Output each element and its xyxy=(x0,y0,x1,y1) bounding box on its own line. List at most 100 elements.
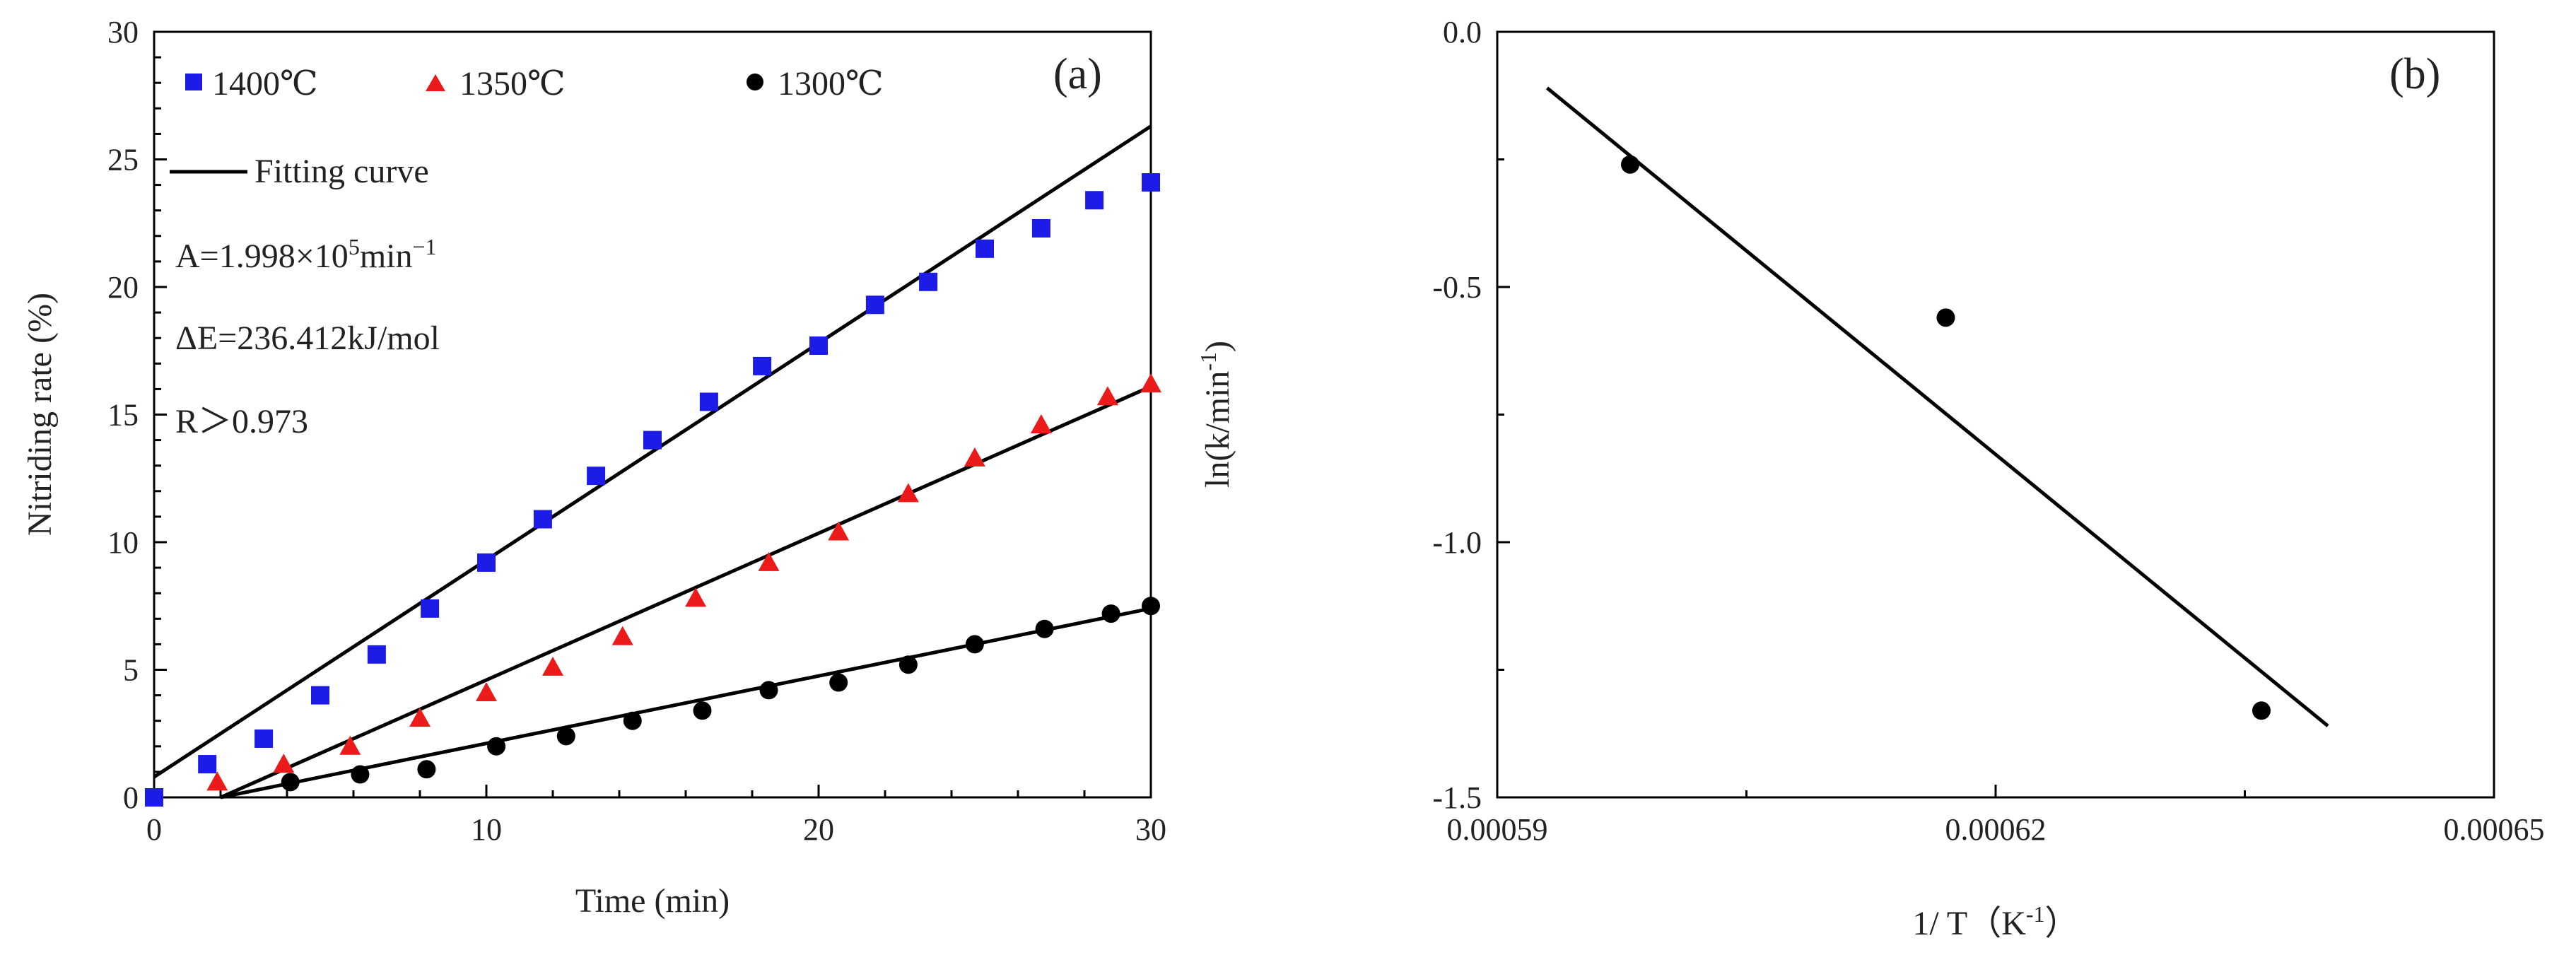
panel-b-data-points xyxy=(1621,155,2271,720)
legend-label-fitting-curve: Fitting curve xyxy=(254,153,429,190)
x-tick-label: 10 xyxy=(471,812,502,847)
panel-b-y-axis-title: ln(k/min-1) xyxy=(1195,341,1236,488)
fit-line xyxy=(219,385,1152,799)
legend-label-1300: 1300℃ xyxy=(778,65,884,102)
data-point-1350 xyxy=(828,521,850,541)
data-point-1400 xyxy=(1142,172,1160,192)
data-point-1350 xyxy=(1096,386,1118,406)
data-point-1350 xyxy=(611,626,633,645)
data-point xyxy=(1936,308,1955,327)
legend-marker-1350 xyxy=(426,74,445,91)
data-point-1300 xyxy=(965,635,984,654)
y-tick-label: 20 xyxy=(107,270,139,305)
fit-line xyxy=(1545,86,2329,727)
y-tick-label: 0 xyxy=(123,780,139,815)
data-point-1300 xyxy=(829,673,848,692)
data-point-1350 xyxy=(964,447,985,467)
data-point-1400 xyxy=(367,645,386,664)
data-point-1350 xyxy=(897,483,919,503)
legend-label-1400: 1400℃ xyxy=(212,65,318,102)
annotation-correlation: R＞0.973 xyxy=(175,403,308,440)
y-tick-label: 5 xyxy=(123,653,139,688)
legend-marker-1300 xyxy=(747,74,763,90)
data-point-1400 xyxy=(587,467,606,486)
panel-b-arrhenius-chart: 0.00059 0.00062 0.00065 -1.5 -1.0 -0.5 0.0 (b)… xyxy=(1195,15,2545,942)
data-point-1400 xyxy=(976,239,994,258)
data-point-1400 xyxy=(753,356,772,375)
data-point-1350 xyxy=(542,656,563,676)
data-point-1300 xyxy=(759,681,778,700)
panel-a-legend: 1400℃ 1350℃ 1300℃ Fitting curve xyxy=(170,65,884,190)
data-point-1400 xyxy=(421,599,440,618)
data-point-1350 xyxy=(1140,373,1161,393)
y-tick-label: -0.5 xyxy=(1432,270,1482,305)
data-point-1400 xyxy=(477,553,496,572)
panel-b-ticks: 0.00059 0.00062 0.00065 -1.5 -1.0 -0.5 0.0 xyxy=(1432,15,2544,847)
data-point-1400 xyxy=(1085,191,1104,210)
data-point-1400 xyxy=(311,686,329,705)
data-point-1400 xyxy=(809,336,828,356)
y-tick-label: 30 xyxy=(107,15,139,49)
annotation-activation-energy: ΔE=236.412kJ/mol xyxy=(175,320,440,357)
x-tick-label: 20 xyxy=(803,812,834,847)
data-point-1350 xyxy=(758,551,780,571)
data-point-1400 xyxy=(254,729,274,748)
data-point-1400 xyxy=(919,272,938,291)
data-point-1350 xyxy=(339,735,361,755)
data-point-1300 xyxy=(1101,604,1120,623)
y-tick-label: -1.5 xyxy=(1432,780,1482,815)
data-point-1400 xyxy=(533,510,552,529)
x-tick-label: 0.00065 xyxy=(2444,812,2545,847)
data-point-1300 xyxy=(898,655,918,674)
panel-a-ticks: 0 10 20 30 0 5 10 15 20 25 30 xyxy=(107,15,1166,847)
legend-label-1350: 1350℃ xyxy=(459,65,566,102)
panel-b-plot-frame xyxy=(1496,30,2495,799)
panel-b-label: (b) xyxy=(2389,50,2440,98)
x-tick-label: 30 xyxy=(1135,812,1166,847)
data-point-1300 xyxy=(351,765,370,784)
data-point-1350 xyxy=(685,587,707,607)
data-point-1400 xyxy=(198,755,217,774)
data-point xyxy=(2252,701,2271,720)
y-tick-label: -1.0 xyxy=(1432,525,1482,560)
y-tick-label: 15 xyxy=(107,398,139,433)
x-tick-label: 0.00059 xyxy=(1447,812,1548,847)
panel-a-x-axis-title: Time (min) xyxy=(575,882,730,920)
panel-a-data-points xyxy=(145,172,1161,807)
data-point-1300 xyxy=(281,773,300,792)
y-tick-label: 10 xyxy=(107,525,139,560)
data-point-1350 xyxy=(409,708,431,727)
panel-a-fit-lines xyxy=(153,124,1152,799)
fit-line xyxy=(153,124,1152,779)
panel-a-nitriding-rate-chart: 0 10 20 30 0 5 10 15 20 25 30 1400℃ 1350℃ 1300℃ Fi… xyxy=(21,15,1166,920)
panel-a-label: (a) xyxy=(1053,50,1102,98)
fit-line xyxy=(220,607,1152,799)
data-point-1400 xyxy=(865,295,884,315)
panel-b-x-axis-title: 1/ T（K-1） xyxy=(1912,901,2078,942)
panel-b-fit-line xyxy=(1545,86,2329,727)
data-point-1300 xyxy=(693,701,712,720)
data-point-1300 xyxy=(417,760,436,779)
data-point-1300 xyxy=(1035,619,1054,638)
data-point-1350 xyxy=(206,771,228,791)
data-point-1400 xyxy=(643,430,662,450)
y-tick-label: 25 xyxy=(107,143,139,177)
annotation-pre-exponential-factor: A=1.998×105min−1 xyxy=(175,234,437,275)
x-tick-label: 0 xyxy=(146,812,162,847)
data-point-1400 xyxy=(1031,218,1050,238)
x-tick-label: 0.00062 xyxy=(1945,812,2047,847)
data-point xyxy=(1621,155,1639,174)
data-point-1350 xyxy=(1030,414,1052,433)
data-point-1300 xyxy=(556,727,575,746)
data-point-1350 xyxy=(476,681,497,701)
legend-marker-1400 xyxy=(185,74,202,90)
data-point-1300 xyxy=(623,711,642,730)
panel-a-y-axis-title: Nitriding rate (%) xyxy=(21,293,59,536)
data-point-1300 xyxy=(1142,597,1160,616)
data-point-1300 xyxy=(487,737,506,756)
data-point-1400 xyxy=(699,392,718,411)
data-point-1400 xyxy=(145,788,163,807)
data-point-1350 xyxy=(273,754,295,773)
y-tick-label: 0.0 xyxy=(1443,15,1482,49)
